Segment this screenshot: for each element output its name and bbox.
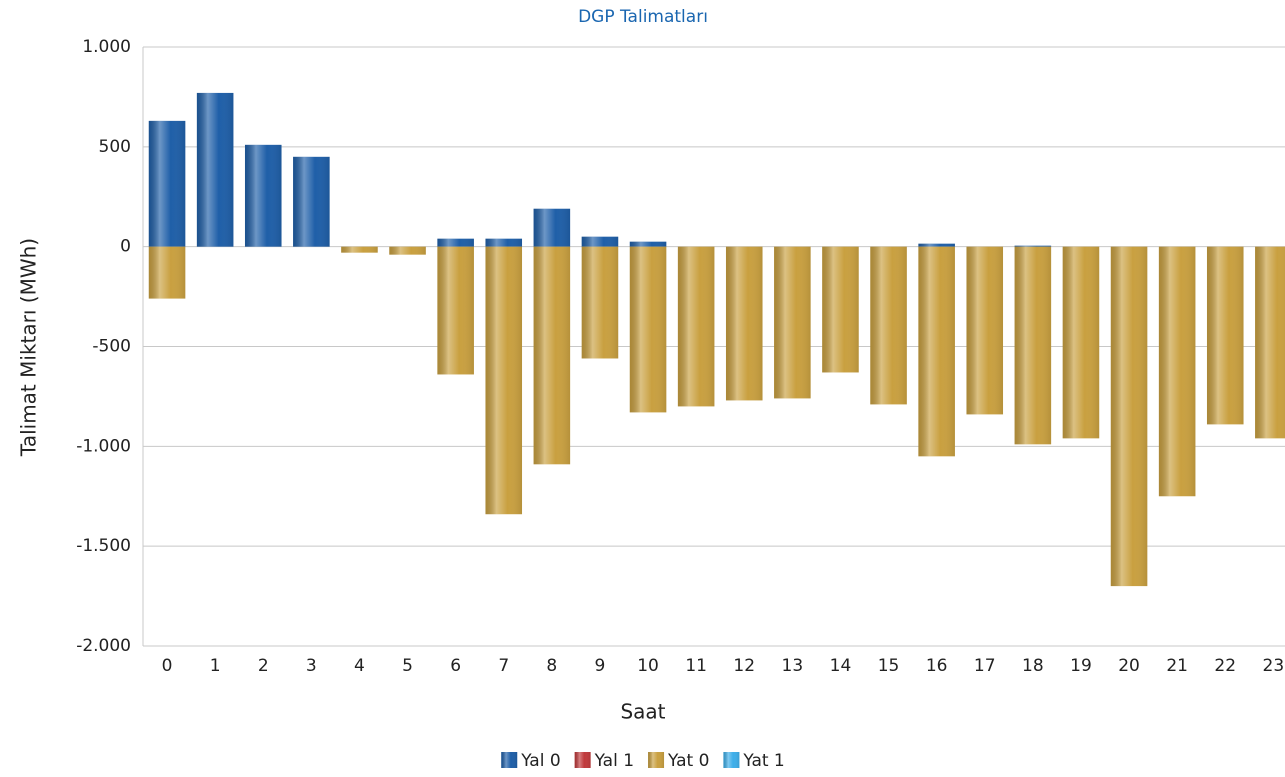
x-tick-label: 13: [782, 656, 804, 676]
x-tick-label: 20: [1118, 656, 1140, 676]
bar: [918, 246, 955, 457]
bar: [341, 246, 378, 253]
x-tick-label: 16: [926, 656, 948, 676]
bar: [533, 246, 571, 465]
legend-item: Yal 0: [501, 751, 561, 771]
legend-label: Yat 0: [667, 751, 709, 771]
bar: [196, 92, 234, 247]
bar: [1206, 246, 1244, 425]
bar: [677, 246, 715, 407]
x-tick-label: 22: [1214, 656, 1236, 676]
x-tick-label: 14: [830, 656, 852, 676]
x-tick-label: 1: [210, 656, 221, 676]
x-tick-label: 23: [1263, 656, 1285, 676]
x-tick-label: 17: [974, 656, 996, 676]
legend-item: Yal 1: [574, 751, 634, 771]
bar: [629, 241, 667, 247]
x-tick-label: 4: [354, 656, 365, 676]
bar: [244, 144, 282, 247]
x-tick-label: 10: [637, 656, 659, 676]
x-tick-label: 18: [1022, 656, 1044, 676]
x-tick-label: 11: [685, 656, 707, 676]
bar: [1014, 245, 1052, 247]
x-tick-label: 0: [162, 656, 173, 676]
bar: [870, 246, 907, 405]
legend-item: Yat 0: [648, 751, 709, 771]
y-tick-label: -1.000: [76, 436, 131, 456]
bar: [437, 238, 474, 247]
bar: [389, 246, 426, 255]
x-axis-title: Saat: [620, 700, 665, 724]
bar: [293, 156, 330, 247]
x-tick-label: 19: [1070, 656, 1092, 676]
bar: [725, 246, 763, 401]
bar: [533, 208, 571, 247]
bar: [1062, 246, 1100, 439]
bar: [918, 243, 955, 247]
bar: [1110, 246, 1148, 587]
y-tick-label: -1.500: [76, 536, 131, 556]
bar: [581, 246, 619, 359]
y-tick-label: 0: [120, 237, 131, 257]
bar: [148, 120, 186, 247]
x-tick-label: 2: [258, 656, 269, 676]
bar: [485, 238, 523, 247]
legend-label: Yal 1: [594, 751, 634, 771]
x-tick-label: 9: [595, 656, 606, 676]
x-tick-label: 15: [878, 656, 900, 676]
y-tick-label: 1.000: [82, 37, 131, 57]
bar: [1255, 246, 1285, 439]
bar: [148, 246, 186, 299]
x-tick-label: 3: [306, 656, 317, 676]
x-tick-label: 12: [733, 656, 755, 676]
bar: [774, 246, 811, 399]
chart-title: DGP Talimatları: [578, 7, 708, 27]
bar: [966, 246, 1004, 415]
legend-item: Yat 1: [723, 751, 785, 771]
x-tick-label: 6: [450, 656, 461, 676]
x-tick-label: 8: [546, 656, 557, 676]
y-axis-title: Talimat Miktarı (MWh): [17, 238, 41, 457]
bar: [822, 246, 859, 373]
legend-label: Yat 1: [742, 751, 784, 771]
y-tick-label: 500: [99, 137, 131, 157]
bar: [581, 236, 619, 247]
y-tick-label: -500: [92, 337, 131, 357]
bar: [437, 246, 474, 375]
bar: [629, 246, 667, 413]
x-tick-label: 21: [1166, 656, 1188, 676]
legend-label: Yal 0: [520, 751, 560, 771]
x-tick-label: 5: [402, 656, 413, 676]
x-tick-label: 7: [498, 656, 509, 676]
bar: [1158, 246, 1196, 497]
y-tick-label: -2.000: [76, 636, 131, 656]
bar: [485, 246, 523, 515]
bar: [1014, 246, 1052, 445]
